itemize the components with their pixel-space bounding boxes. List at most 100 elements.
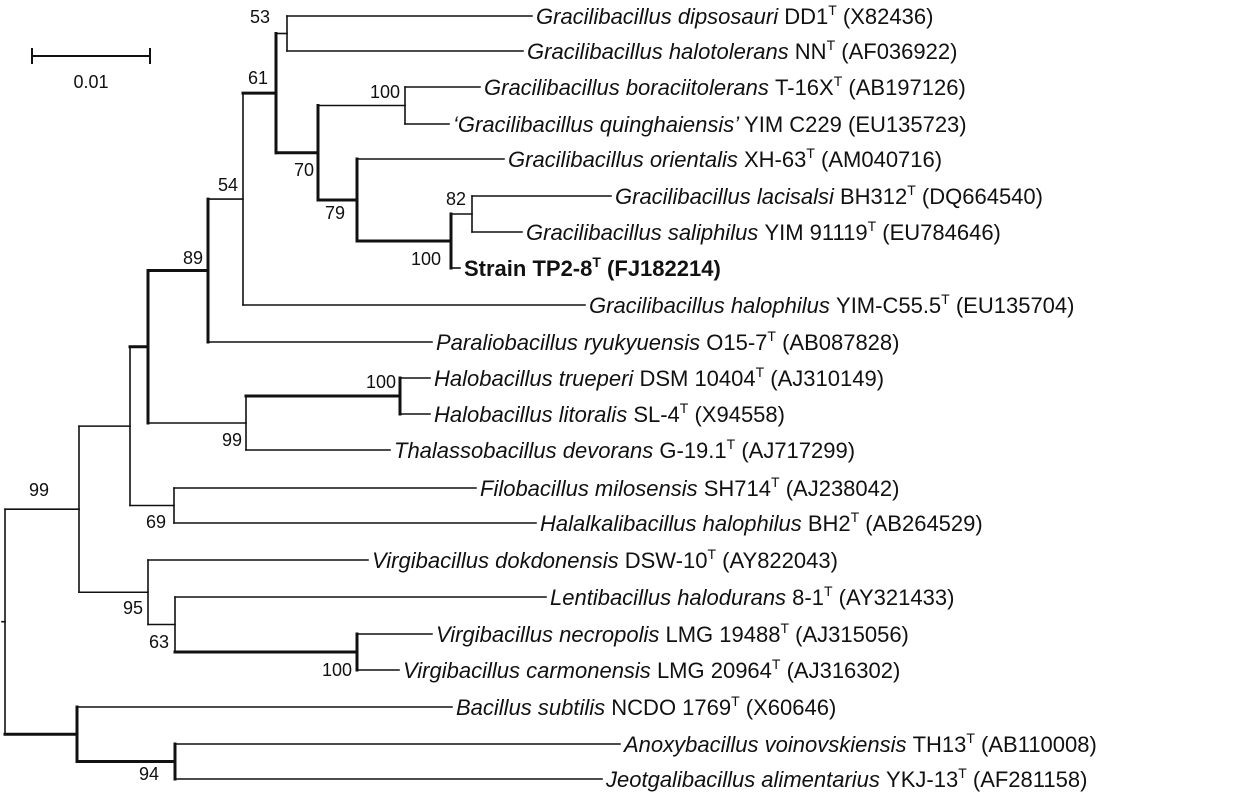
strain-name: LMG 20964 <box>657 658 772 683</box>
type-strain-mark: T <box>806 145 815 161</box>
strain-name: YKJ-13 <box>886 767 958 792</box>
taxon-label: Gracilibacillus dipsosauri DD1T (X82436) <box>536 2 933 29</box>
strain-name: DD1 <box>784 4 828 29</box>
species-name: Thalassobacillus devorans <box>394 438 659 463</box>
bootstrap-value: 54 <box>218 175 238 195</box>
type-strain-mark: T <box>727 436 736 452</box>
type-strain-mark: T <box>756 364 765 380</box>
accession-number: (AJ310149) <box>764 366 884 391</box>
type-strain-mark: T <box>907 182 916 198</box>
bootstrap-value: 63 <box>149 632 169 652</box>
species-name: Filobacillus milosensis <box>480 476 704 501</box>
bootstrap-value: 70 <box>294 160 314 180</box>
bootstrap-value: 61 <box>248 68 268 88</box>
type-strain-mark: T <box>680 400 689 416</box>
accession-number: (AM040716) <box>815 147 942 172</box>
strain-name: NN <box>795 39 827 64</box>
bootstrap-value: 79 <box>325 203 345 223</box>
taxon-label: Halobacillus trueperi DSM 10404T (AJ3101… <box>434 364 884 391</box>
bootstrap-value: 100 <box>411 249 441 269</box>
type-strain-mark: T <box>941 291 950 307</box>
type-strain-mark: T <box>707 546 716 562</box>
type-strain-mark: T <box>828 2 837 18</box>
taxon-label: Virgibacillus carmonensis LMG 20964T (AJ… <box>403 656 900 683</box>
strain-name: BH2 <box>808 511 851 536</box>
taxon-label: Filobacillus milosensis SH714T (AJ238042… <box>480 474 899 501</box>
bootstrap-value: 99 <box>222 430 242 450</box>
bootstrap-value: 89 <box>183 248 203 268</box>
bootstrap-value: 82 <box>446 189 466 209</box>
taxon-label: Virgibacillus necropolis LMG 19488T (AJ3… <box>436 620 909 647</box>
accession-number: (DQ664540) <box>916 184 1043 209</box>
species-name: Gracilibacillus saliphilus <box>526 220 764 245</box>
taxon-label: Bacillus subtilis NCDO 1769T (X60646) <box>456 693 836 720</box>
species-name: Paraliobacillus ryukyuensis <box>436 330 706 355</box>
taxon-label: Virgibacillus dokdonensis DSW-10T (AY822… <box>372 546 838 573</box>
type-strain-mark: T <box>824 583 833 599</box>
type-strain-mark: T <box>767 328 776 344</box>
accession-number: (EU135704) <box>950 293 1075 318</box>
strain-name: T-16X <box>775 75 834 100</box>
species-name: Gracilibacillus halotolerans <box>527 39 795 64</box>
strain-name: BH312 <box>840 184 907 209</box>
strain-name: YIM-C55.5 <box>836 293 941 318</box>
species-name: Virgibacillus dokdonensis <box>372 548 625 573</box>
species-name: Halalkalibacillus halophilus <box>540 511 808 536</box>
accession-number: (AF036922) <box>835 39 957 64</box>
taxon-label: Strain TP2-8T (FJ182214) <box>464 254 721 281</box>
taxon-label: Gracilibacillus boraciitolerans T-16XT (… <box>484 73 966 100</box>
bootstrap-value: 69 <box>146 512 166 532</box>
species-name: Halobacillus litoralis <box>434 402 633 427</box>
bootstrap-value: 53 <box>250 7 270 27</box>
strain-name: TH13 <box>913 732 967 757</box>
strain-name: XH-63 <box>744 147 806 172</box>
type-strain-mark: T <box>592 254 601 270</box>
species-name: Bacillus subtilis <box>456 695 611 720</box>
species-name: Virgibacillus necropolis <box>436 622 666 647</box>
taxon-label: Thalassobacillus devorans G-19.1T (AJ717… <box>394 436 855 463</box>
accession-number: (AB264529) <box>859 511 983 536</box>
type-strain-mark: T <box>966 730 975 746</box>
accession-number: (AY822043) <box>716 548 838 573</box>
accession-number: (AJ238042) <box>780 476 900 501</box>
bootstrap-value: 99 <box>29 480 49 500</box>
species-name: Gracilibacillus boraciitolerans <box>484 75 775 100</box>
species-name: Gracilibacillus halophilus <box>589 293 836 318</box>
bootstrap-value: 94 <box>139 764 159 784</box>
bootstrap-value: 100 <box>370 82 400 102</box>
scale-bar-label: 0.01 <box>73 72 108 92</box>
taxon-label: Gracilibacillus lacisalsi BH312T (DQ6645… <box>615 182 1043 209</box>
type-strain-mark: T <box>827 37 836 53</box>
bootstrap-value: 100 <box>366 372 396 392</box>
type-strain-mark: T <box>772 656 781 672</box>
type-strain-mark: T <box>958 765 967 781</box>
type-strain-mark: T <box>780 620 789 636</box>
taxon-label: Halalkalibacillus halophilus BH2T (AB264… <box>540 509 983 536</box>
bootstrap-value: 100 <box>322 660 352 680</box>
accession-number: (EU135723) <box>842 112 967 137</box>
strain-name: LMG 19488 <box>666 622 781 647</box>
accession-number: (AJ316302) <box>780 658 900 683</box>
strain-name: DSW-10 <box>625 548 708 573</box>
accession-number: (X82436) <box>837 4 934 29</box>
species-name: Halobacillus trueperi <box>434 366 639 391</box>
accession-number: (X60646) <box>740 695 837 720</box>
taxon-label: Gracilibacillus orientalis XH-63T (AM040… <box>508 145 942 172</box>
taxon-label: Halobacillus litoralis SL-4T (X94558) <box>434 400 785 427</box>
scale-bar: 0.01 <box>31 48 151 92</box>
strain-name: SL-4 <box>633 402 679 427</box>
accession-number: (FJ182214) <box>601 256 721 281</box>
species-name: Gracilibacillus dipsosauri <box>536 4 784 29</box>
accession-number: (AB197126) <box>842 75 966 100</box>
species-name: Anoxybacillus voinovskiensis <box>622 732 913 757</box>
species-name: Gracilibacillus lacisalsi <box>615 184 840 209</box>
taxon-label: Gracilibacillus halotolerans NNT (AF0369… <box>527 37 957 64</box>
bootstrap-value: 95 <box>123 598 143 618</box>
strain-name: NCDO 1769 <box>611 695 731 720</box>
accession-number: (X94558) <box>688 402 785 427</box>
type-strain-mark: T <box>834 73 843 89</box>
taxon-label: Gracilibacillus halophilus YIM-C55.5T (E… <box>589 291 1074 318</box>
accession-number: (AF281158) <box>967 767 1088 792</box>
taxon-label: Lentibacillus halodurans 8-1T (AY321433) <box>550 583 954 610</box>
